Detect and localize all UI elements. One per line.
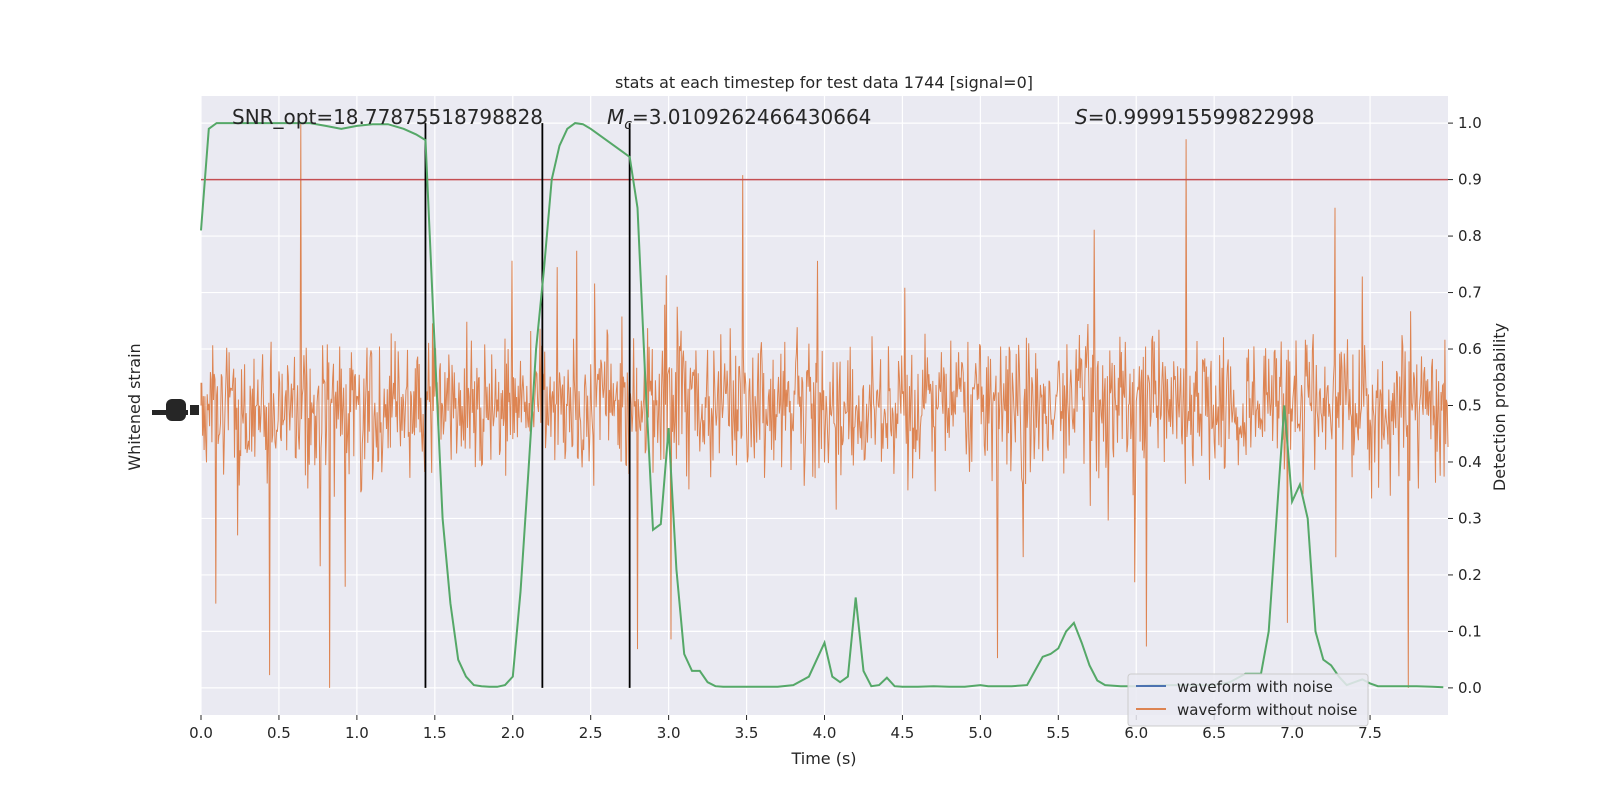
x-tick-label: 5.0	[968, 724, 992, 742]
s-annotation: S=0.999915599822998	[1075, 105, 1314, 129]
y-tick-label: 0.5	[1458, 397, 1482, 415]
mc-value: =3.0109262466430664	[632, 105, 871, 129]
mc-symbol: M	[607, 105, 624, 129]
x-tick-label: 1.0	[345, 724, 369, 742]
chirp-mass-annotation: Mc=3.0109262466430664	[607, 105, 871, 133]
y-tick-label: 0.2	[1458, 566, 1482, 584]
chart-title: stats at each timestep for test data 174…	[615, 73, 1033, 92]
y-right-axis-ticks: 0.0 0.1 0.2 0.3 0.4 0.5 0.6 0.7 0.8 0.9 1.0	[1448, 114, 1482, 697]
y-tick-label: 0.7	[1458, 284, 1482, 302]
x-tick-label: 0.5	[267, 724, 291, 742]
x-tick-label: 7.0	[1280, 724, 1304, 742]
y-tick-label: 0.6	[1458, 340, 1482, 358]
y-tick-label: 0.1	[1458, 622, 1482, 640]
x-tick-label: 5.5	[1046, 724, 1070, 742]
x-tick-label: 1.5	[423, 724, 447, 742]
snr-annotation: SNR_opt=18.77875518798828	[232, 105, 543, 129]
y-tick-label: 0.4	[1458, 453, 1482, 471]
mc-subscript: c	[624, 117, 632, 133]
left-y-axis-label: Whitened strain	[125, 343, 144, 470]
left-axis-ticks	[152, 399, 199, 421]
y-tick-label: 0.0	[1458, 679, 1482, 697]
x-tick-label: 3.0	[657, 724, 681, 742]
left-tick-block	[166, 399, 186, 421]
vertical-markers	[424, 123, 631, 688]
x-tick-label: 2.5	[579, 724, 603, 742]
x-axis-ticks: 0.0 0.5 1.0 1.5 2.0 2.5 3.0 3.5 4.0 4.5 5.0 5.5 6.0 6…	[189, 715, 1382, 742]
x-tick-label: 0.0	[189, 724, 213, 742]
x-tick-label: 3.5	[735, 724, 759, 742]
y-tick-label: 1.0	[1458, 114, 1482, 132]
s-value: =0.999915599822998	[1088, 105, 1315, 129]
legend: waveform with noise waveform without noi…	[1127, 673, 1369, 727]
left-tick-block	[190, 405, 199, 415]
x-tick-label: 7.5	[1358, 724, 1382, 742]
legend-box	[1127, 673, 1369, 727]
x-tick-label: 4.5	[891, 724, 915, 742]
x-axis-label: Time (s)	[790, 749, 856, 768]
y-tick-label: 0.3	[1458, 509, 1482, 527]
y-tick-label: 0.8	[1458, 227, 1482, 245]
x-tick-label: 6.5	[1202, 724, 1226, 742]
x-tick-label: 2.0	[501, 724, 525, 742]
x-tick-label: 6.0	[1124, 724, 1148, 742]
legend-label-without-noise: waveform without noise	[1177, 701, 1357, 719]
y-tick-label: 0.9	[1458, 171, 1482, 189]
strain-trace	[200, 123, 1449, 688]
waveform-without-noise-series	[200, 123, 1449, 688]
x-tick-label: 4.0	[813, 724, 837, 742]
s-symbol: S	[1075, 105, 1088, 129]
right-y-axis-label: Detection probability	[1490, 323, 1509, 491]
legend-label-with-noise: waveform with noise	[1177, 678, 1333, 696]
